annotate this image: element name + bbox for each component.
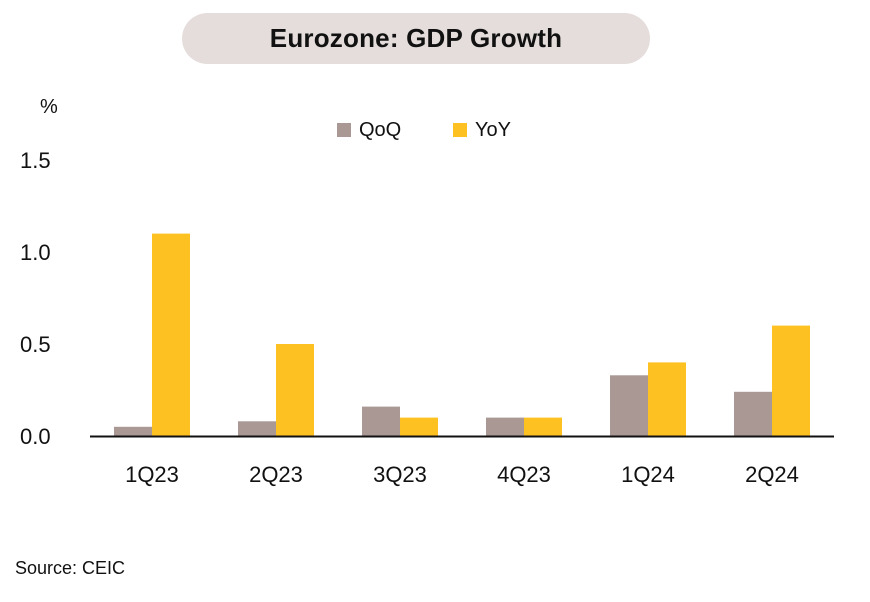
y-axis-unit-label: %	[40, 96, 58, 118]
x-tick-label-1q24: 1Q24	[621, 462, 675, 487]
bar-yoy-3q23	[400, 417, 438, 436]
x-tick-label-2q23: 2Q23	[249, 462, 303, 487]
chart-title: Eurozone: GDP Growth	[182, 13, 650, 64]
x-tick-label-2q24: 2Q24	[745, 462, 799, 487]
legend-swatch-qoq	[337, 123, 351, 137]
bar-yoy-2q24	[772, 325, 810, 436]
x-tick-label-4q23: 4Q23	[497, 462, 551, 487]
bar-qoq-2q23	[238, 421, 276, 436]
y-axis-ticks: 0.0 0.5 1.0 1.5	[20, 148, 51, 449]
y-tick-label-3: 1.5	[20, 148, 51, 173]
x-tick-label-3q23: 3Q23	[373, 462, 427, 487]
bar-qoq-4q23	[486, 417, 524, 436]
x-axis-ticks: 1Q23 2Q23 3Q23 4Q23 1Q24 2Q24	[125, 462, 799, 487]
y-tick-label-1: 0.5	[20, 332, 51, 357]
bar-qoq-2q24	[734, 391, 772, 436]
legend-swatch-yoy	[453, 123, 467, 137]
bar-qoq-1q23	[114, 426, 152, 436]
legend-label-yoy: YoY	[475, 119, 511, 141]
bar-yoy-4q23	[524, 417, 562, 436]
y-tick-label-0: 0.0	[20, 424, 51, 449]
legend: QoQ YoY	[337, 119, 511, 141]
bar-yoy-2q23	[276, 344, 314, 436]
bars-layer	[114, 233, 810, 436]
bar-qoq-1q24	[610, 375, 648, 436]
source-note: Source: CEIC	[15, 558, 126, 578]
legend-label-qoq: QoQ	[359, 119, 401, 141]
x-tick-label-1q23: 1Q23	[125, 462, 179, 487]
bar-yoy-1q24	[648, 362, 686, 436]
bar-qoq-3q23	[362, 406, 400, 436]
bar-yoy-1q23	[152, 233, 190, 436]
y-tick-label-2: 1.0	[20, 240, 51, 265]
